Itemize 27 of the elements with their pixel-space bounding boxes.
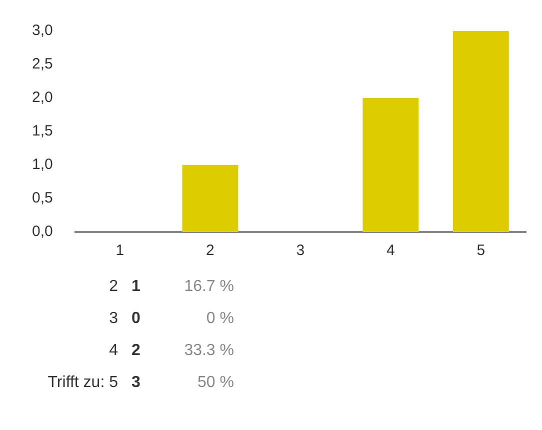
y-tick-label: 2,5	[32, 56, 53, 73]
y-tick-label: 2,0	[32, 89, 53, 106]
y-tick-label: 1,5	[32, 122, 53, 140]
x-tick-label: 2	[206, 242, 214, 260]
x-tick-label: 4	[386, 242, 395, 260]
bar	[362, 98, 419, 232]
x-tick-label: 1	[116, 242, 124, 260]
x-tick-label: 5	[476, 242, 486, 260]
bar	[452, 31, 509, 232]
y-tick-label: 0,5	[32, 190, 53, 207]
text: 2	[108, 278, 118, 296]
text: Trifft zu: 5	[46, 374, 118, 392]
text: 3	[130, 374, 142, 392]
text: 1	[130, 278, 142, 296]
y-tick-label: 3,0	[32, 22, 53, 40]
text: 33.3 %	[183, 342, 234, 360]
text: 3	[108, 310, 118, 328]
text: 0	[130, 310, 142, 328]
text: 4	[108, 342, 118, 360]
text: 16.7 %	[183, 278, 234, 296]
text: 50 %	[196, 374, 234, 392]
y-tick-label: 1,0	[32, 156, 53, 174]
y-tick-label: 0,0	[32, 223, 53, 240]
text: 2	[130, 342, 142, 360]
x-tick-label: 3	[296, 242, 305, 260]
bar	[182, 165, 238, 232]
text: 0 %	[205, 310, 234, 328]
